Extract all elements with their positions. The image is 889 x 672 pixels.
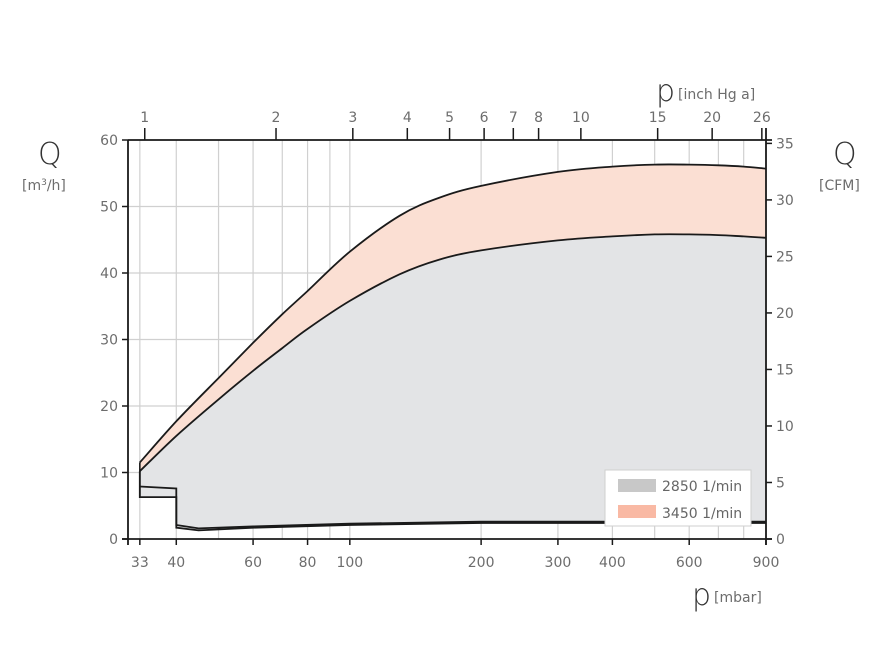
- legend-swatch-3450: [618, 505, 656, 518]
- x-bottom-tick-label: 900: [753, 555, 780, 571]
- lower-curve-3450: [139, 485, 766, 530]
- y-left-tick-label: 40: [100, 266, 118, 282]
- x-top-tick-label: 7: [509, 110, 518, 126]
- x-top-tick-label: 8: [534, 110, 543, 126]
- x-bottom-tick-label: 40: [167, 555, 185, 571]
- x-top-tick-label: 6: [480, 110, 489, 126]
- upper-curve-2850: [139, 233, 767, 472]
- y-left-tick-label: 30: [100, 333, 118, 349]
- y-left-tick-label: 10: [100, 466, 118, 482]
- x-bottom-tick-label: 100: [336, 555, 363, 571]
- x-bottom-tick-label: 60: [244, 555, 262, 571]
- axes: [122, 128, 772, 545]
- x-top-tick-label: 15: [649, 110, 667, 126]
- x-bottom-tick-label: 200: [468, 555, 495, 571]
- y-left-tick-label: 50: [100, 200, 118, 216]
- x-top-symbol: p: [656, 74, 675, 109]
- y-left-tick-label: 20: [100, 399, 118, 415]
- legend-swatch-2850: [618, 479, 656, 492]
- x-top-tick-label: 5: [445, 110, 454, 126]
- x-top-unit: [inch Hg a]: [678, 87, 755, 103]
- x-bottom-unit: [mbar]: [714, 590, 762, 606]
- x-top-tick-label: 20: [703, 110, 721, 126]
- y-left-tick-label: 0: [109, 532, 118, 548]
- y-right-symbol: Q: [833, 137, 857, 172]
- x-bottom-tick-label: 80: [299, 555, 317, 571]
- y-right-tick-label: 10: [776, 419, 794, 435]
- x-bottom-tick-label: 33: [131, 555, 149, 571]
- y-right-tick-label: 5: [776, 475, 785, 491]
- y-left-unit: [m3/h]: [22, 178, 66, 194]
- y-right-tick-label: 30: [776, 193, 794, 209]
- upper-curve-3450: [139, 163, 767, 464]
- y-right-tick-label: 35: [776, 136, 794, 152]
- x-top-tick-label: 1: [140, 110, 149, 126]
- legend-label-2850: 2850 1/min: [662, 479, 742, 495]
- lower-curve-2850: [138, 471, 766, 532]
- y-right-tick-label: 20: [776, 306, 794, 322]
- y-right-tick-label: 25: [776, 249, 794, 265]
- legend-label-3450: 3450 1/min: [662, 506, 742, 522]
- y-right-tick-label: 15: [776, 362, 794, 378]
- area-2850: [139, 234, 767, 531]
- y-left-tick-label: 60: [100, 133, 118, 149]
- areas: [138, 163, 767, 532]
- x-bottom-tick-label: 400: [599, 555, 626, 571]
- x-bottom-tick-label: 300: [545, 555, 572, 571]
- x-top-tick-label: 3: [348, 110, 357, 126]
- y-left-symbol: Q: [38, 137, 62, 172]
- y-right-unit: [CFM]: [819, 178, 860, 194]
- x-top-tick-label: 2: [272, 110, 281, 126]
- legend: 2850 1/min 3450 1/min: [604, 469, 752, 527]
- x-bottom-symbol: p: [692, 578, 711, 613]
- y-right-tick-label: 0: [776, 532, 785, 548]
- x-top-tick-label: 4: [403, 110, 412, 126]
- x-top-tick-label: 26: [753, 110, 771, 126]
- x-top-tick-label: 10: [572, 110, 590, 126]
- x-bottom-tick-label: 600: [676, 555, 703, 571]
